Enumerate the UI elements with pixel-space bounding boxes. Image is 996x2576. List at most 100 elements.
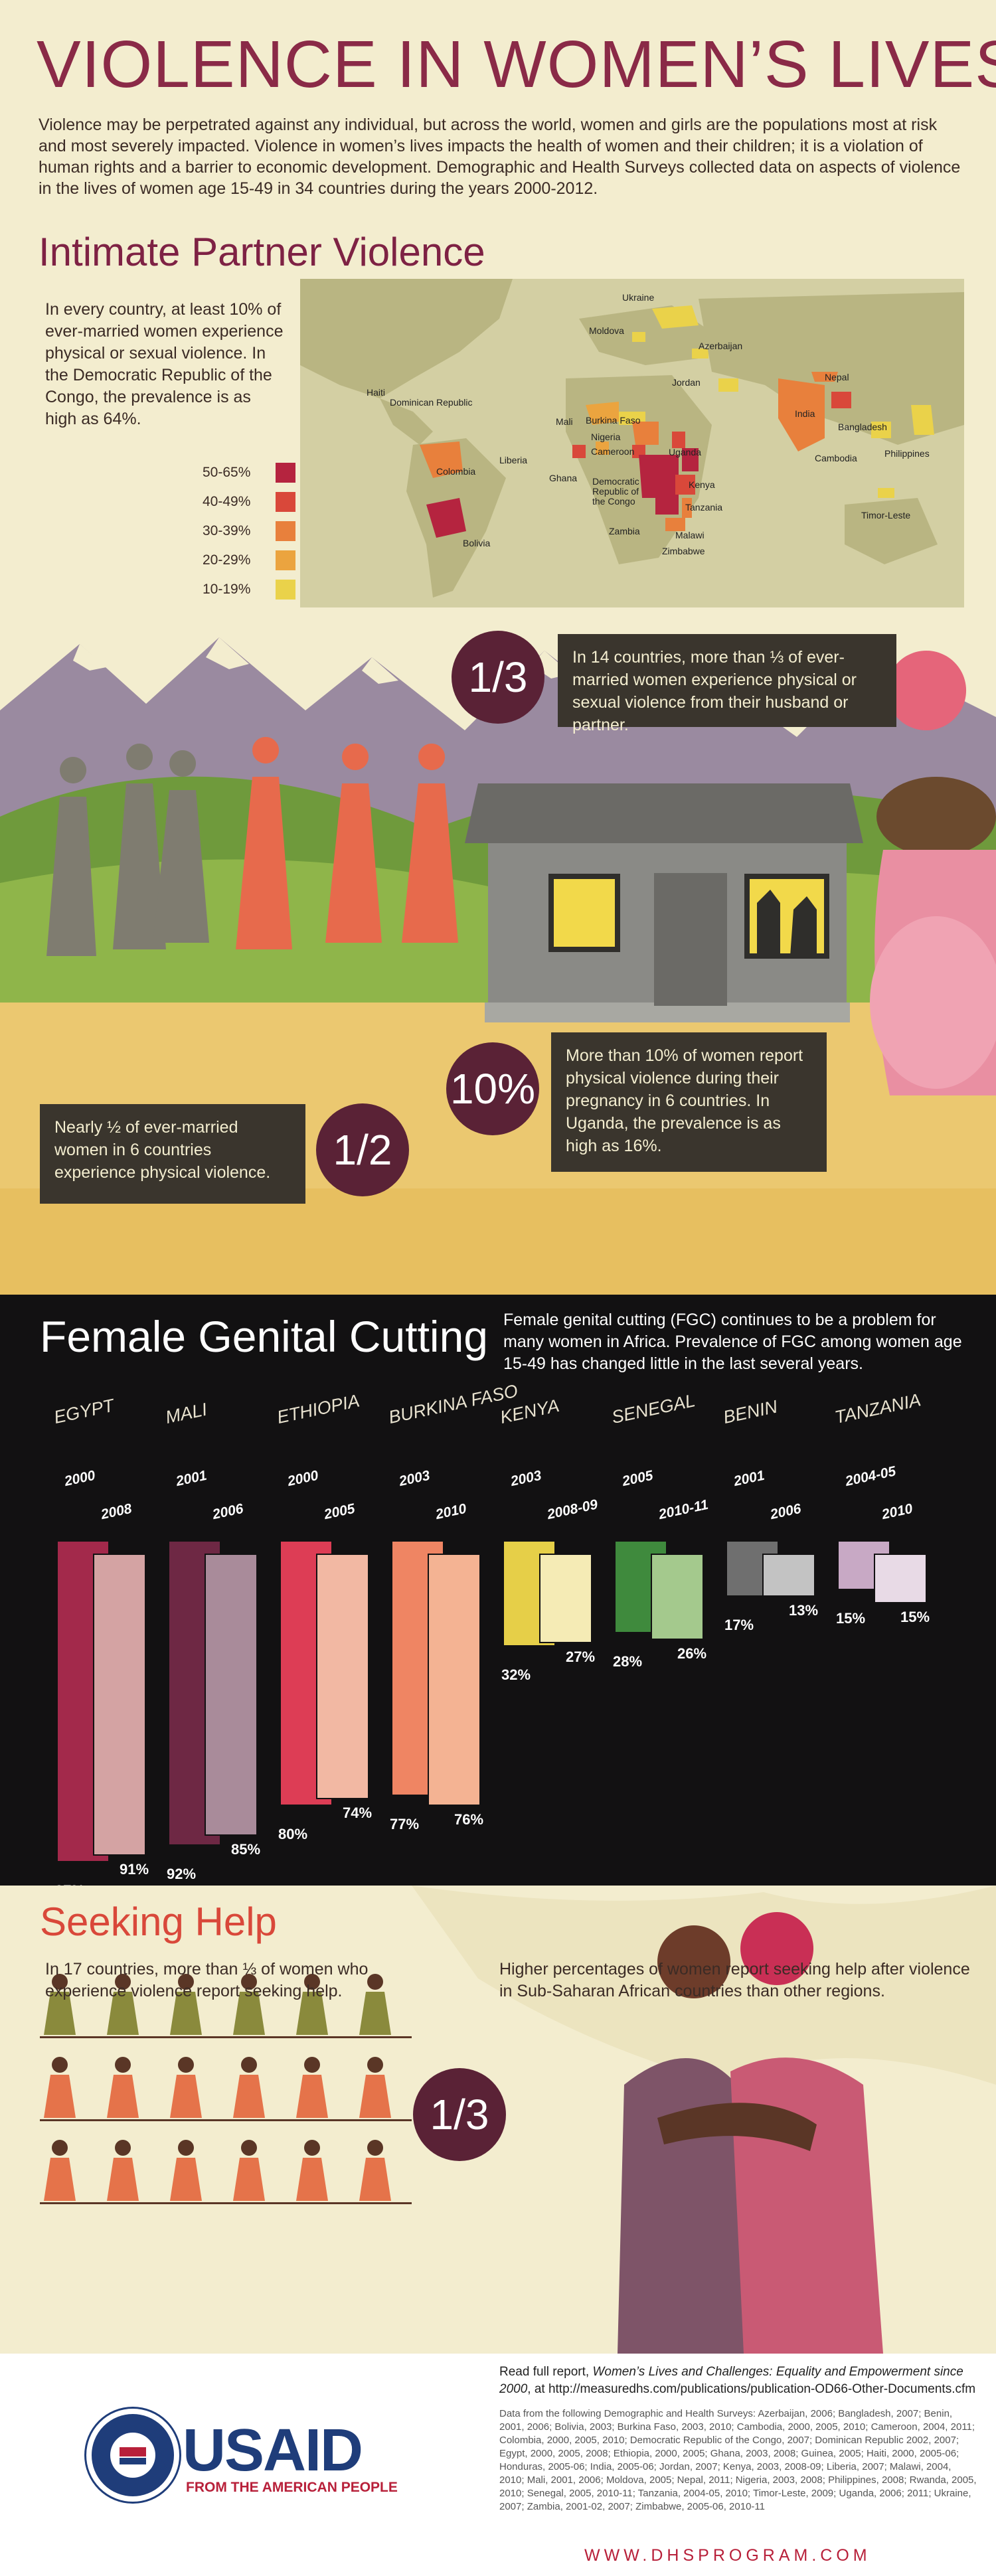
fgc-bar <box>539 1554 592 1643</box>
fgc-value-label: 17% <box>724 1617 754 1633</box>
woman-figure-icon <box>170 2158 202 2201</box>
fgc-year-label: 2000 <box>286 1467 320 1490</box>
fgc-country-label: EGYPT <box>52 1395 116 1428</box>
woman-figure-icon <box>115 2057 131 2073</box>
data-sources: Data from the following Demographic and … <box>499 2408 977 2512</box>
map-label: Democratic Republic of the Congo <box>592 476 639 507</box>
woman-figure-icon <box>52 1974 68 1990</box>
woman-figure-icon <box>170 2075 202 2118</box>
woman-figure-icon <box>367 1974 383 1990</box>
help-one-third-badge: 1/3 <box>413 2068 506 2161</box>
usaid-logo-text: USAID <box>183 2417 363 2484</box>
page-title: VIOLENCE IN WOMEN’S LIVES <box>37 27 996 102</box>
ten-percent-badge: 10% <box>446 1042 539 1135</box>
map-label: Cameroon <box>591 446 635 457</box>
woman-figure-icon <box>296 1992 328 2035</box>
world-map: Ukraine Moldova Azerbaijan Haiti Dominic… <box>300 279 964 607</box>
map-label: Colombia <box>436 466 476 477</box>
woman-figure-icon <box>304 1974 320 1990</box>
fgc-country-label: MALI <box>163 1399 209 1428</box>
legend-item: 10-19% <box>203 575 295 604</box>
woman-figure-icon <box>296 2075 328 2118</box>
woman-figure-icon <box>367 2140 383 2156</box>
fgc-description: Female genital cutting (FGC) continues t… <box>503 1311 962 1373</box>
seeking-help-section <box>0 1886 996 2354</box>
woman-figure-icon <box>52 2140 68 2156</box>
map-label: Jordan <box>672 377 701 388</box>
village-illustration <box>0 631 996 1295</box>
fgc-chart: EGYPT200097%200891%MALI200192%200685%ETH… <box>0 1381 996 1899</box>
fgc-year-label: 2008-09 <box>546 1496 600 1523</box>
woman-figure-icon <box>170 1992 202 2035</box>
woman-figure-icon <box>233 1992 265 2035</box>
fgc-year-label: 2001 <box>175 1467 208 1490</box>
fgc-year-label: 2006 <box>769 1500 803 1523</box>
map-label: Tanzania <box>685 502 723 513</box>
fgc-country-label: SENEGAL <box>610 1390 697 1428</box>
woman-figure-icon <box>359 2158 391 2201</box>
ipv-description: In every country, at least 10% of ever-m… <box>45 300 284 428</box>
map-label: Nepal <box>825 372 849 382</box>
fgc-year-label: 2005 <box>323 1500 357 1523</box>
fgc-bar <box>428 1554 481 1806</box>
website-link[interactable]: WWW.DHSPROGRAM.COM <box>584 2546 871 2565</box>
map-label: India <box>795 408 815 419</box>
map-label: Burkina Faso <box>586 415 641 426</box>
fgc-value-label: 77% <box>390 1816 420 1832</box>
woman-figure-icon <box>107 2158 139 2201</box>
fgc-year-label: 2006 <box>211 1500 245 1523</box>
header <box>0 0 996 239</box>
fgc-country-label: ETHIOPIA <box>275 1390 362 1428</box>
fgc-value-label: 80% <box>278 1826 308 1842</box>
woman-figure-icon <box>233 2158 265 2201</box>
map-label: Dominican Republic <box>390 397 473 408</box>
fgc-year-label: 2004-05 <box>844 1463 898 1490</box>
fgc-year-label: 2003 <box>509 1467 543 1490</box>
fgc-value-label: 28% <box>613 1653 643 1670</box>
map-label: Malawi <box>675 530 705 540</box>
woman-figure-icon <box>44 2075 76 2118</box>
woman-figure-icon <box>107 2075 139 2118</box>
fgc-value-label: 85% <box>231 1841 261 1858</box>
map-label: Uganda <box>669 447 702 457</box>
one-half-badge: 1/2 <box>316 1103 409 1196</box>
fgc-value-label: 92% <box>167 1866 197 1882</box>
fgc-year-label: 2010 <box>434 1500 468 1523</box>
fgc-bar <box>93 1554 146 1856</box>
woman-figure-icon <box>178 1974 194 1990</box>
fgc-value-label: 74% <box>343 1805 373 1821</box>
map-label: Moldova <box>589 325 624 336</box>
woman-figure-icon <box>304 2140 320 2156</box>
fgc-value-label: 15% <box>900 1609 930 1625</box>
map-label: Kenya <box>689 479 715 490</box>
map-legend: 50-65% 40-49% 30-39% 20-29% 10-19% <box>203 458 295 604</box>
fgc-value-label: 91% <box>120 1861 149 1878</box>
map-label: Cambodia <box>815 453 857 463</box>
fgc-year-label: 2005 <box>621 1467 655 1490</box>
fgc-bar <box>874 1554 927 1603</box>
legend-item: 20-29% <box>203 546 295 575</box>
map-label: Ghana <box>549 473 578 483</box>
woman-figure-icon <box>241 2140 257 2156</box>
woman-figure-icon <box>178 2057 194 2073</box>
report-link[interactable]: Read full report, Women’s Lives and Chal… <box>499 2365 976 2396</box>
woman-figure-icon <box>241 2057 257 2073</box>
woman-figure-icon <box>107 1992 139 2035</box>
ten-percent-callout: More than 10% of women report physical v… <box>551 1032 827 1172</box>
fgc-heading: Female Genital Cutting <box>40 1312 488 1361</box>
fgc-bar <box>316 1554 369 1799</box>
woman-figure-icon <box>115 2140 131 2156</box>
one-half-callout: Nearly ½ of ever-married women in 6 coun… <box>40 1104 305 1204</box>
fgc-value-label: 76% <box>454 1811 484 1828</box>
fgc-bar <box>762 1554 815 1597</box>
ipv-heading: Intimate Partner Violence <box>39 230 485 274</box>
fgc-year-label: 2008 <box>100 1500 133 1523</box>
usaid-tagline: FROM THE AMERICAN PEOPLE <box>186 2480 398 2495</box>
map-label: Ukraine <box>622 292 655 303</box>
map-label: Zimbabwe <box>662 546 705 556</box>
map-label: Bolivia <box>463 538 491 548</box>
fgc-year-label: 2000 <box>63 1467 97 1490</box>
woman-figure-icon <box>367 2057 383 2073</box>
fgc-year-label: 2001 <box>732 1467 766 1490</box>
help-heading: Seeking Help <box>40 1899 277 1944</box>
